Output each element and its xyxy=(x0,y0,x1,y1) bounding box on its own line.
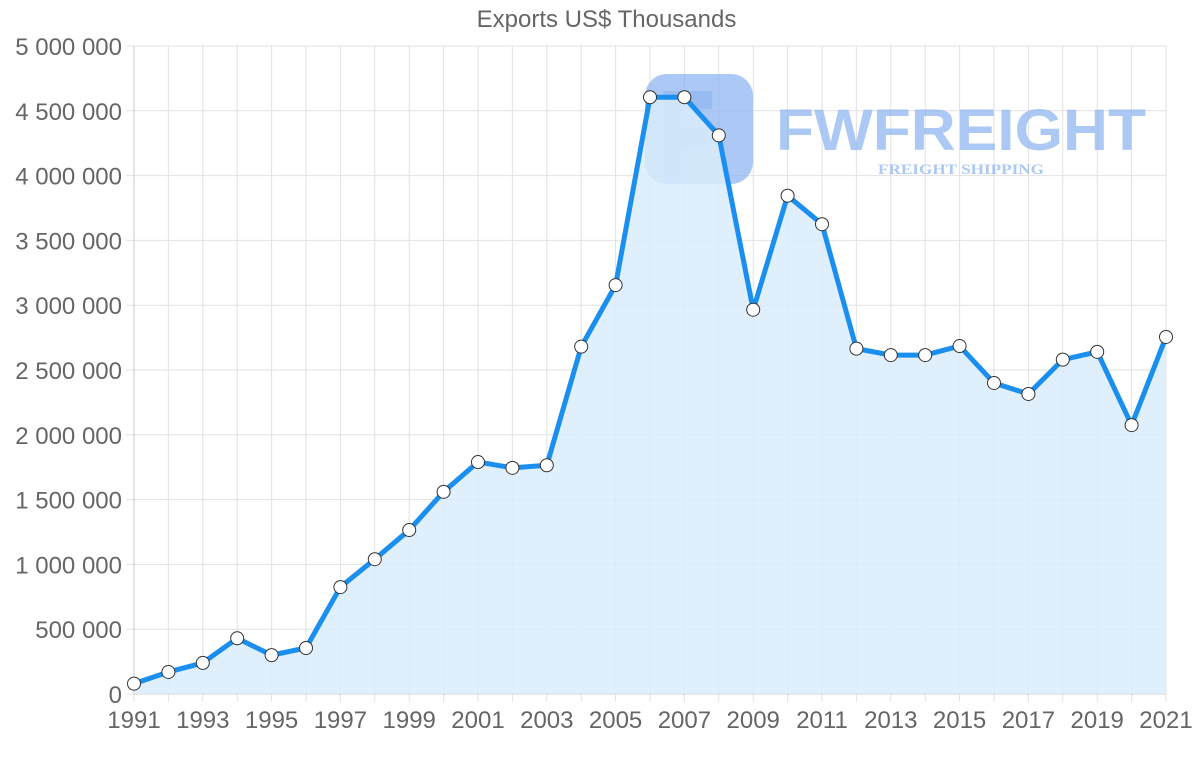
x-tick-label: 2001 xyxy=(451,707,504,734)
y-tick-label: 2 500 000 xyxy=(15,358,122,385)
y-tick-label: 1 500 000 xyxy=(15,488,122,515)
data-point[interactable] xyxy=(815,217,829,232)
x-tick-label: 2019 xyxy=(1071,707,1124,734)
watermark-tagline: FREIGHT SHIPPING xyxy=(878,162,1044,178)
y-tick-label: 500 000 xyxy=(35,617,122,644)
data-point[interactable] xyxy=(195,655,210,670)
y-tick-label: 4 000 000 xyxy=(15,164,122,191)
x-tick-label: 2013 xyxy=(864,707,917,734)
data-point[interactable] xyxy=(780,188,795,203)
data-point[interactable] xyxy=(333,580,348,595)
data-point[interactable] xyxy=(952,339,967,354)
data-point[interactable] xyxy=(677,90,692,105)
data-point[interactable] xyxy=(987,375,1001,390)
data-point[interactable] xyxy=(1021,386,1036,401)
data-points xyxy=(127,90,1173,691)
data-point[interactable] xyxy=(918,348,933,363)
data-point[interactable] xyxy=(402,523,417,538)
area-fill xyxy=(134,97,1166,694)
x-tick-label: 2011 xyxy=(796,707,848,734)
data-point[interactable] xyxy=(643,90,657,105)
y-tick-label: 5 000 000 xyxy=(15,34,122,61)
data-point[interactable] xyxy=(711,128,726,143)
x-tick-label: 1995 xyxy=(245,707,298,734)
x-tick-label: 1999 xyxy=(383,707,436,734)
y-tick-label: 3 000 000 xyxy=(15,293,122,320)
data-point[interactable] xyxy=(539,458,554,473)
x-tick-label: 1997 xyxy=(314,707,367,734)
y-tick-label: 0 xyxy=(109,682,122,709)
chart-title: Exports US$ Thousands xyxy=(476,6,737,33)
x-tick-label: 2007 xyxy=(658,707,711,734)
x-tick-label: 2017 xyxy=(1002,707,1055,734)
data-point[interactable] xyxy=(127,676,141,691)
x-tick-label: 2015 xyxy=(933,707,986,734)
data-point[interactable] xyxy=(299,640,313,655)
x-tick-label: 1993 xyxy=(176,707,229,734)
y-axis: 0 500 000 1 000 000 1 500 000 2 000 000 2 500… xyxy=(15,34,122,709)
y-tick-label: 1 000 000 xyxy=(15,552,122,579)
data-point[interactable] xyxy=(1090,344,1105,359)
data-point[interactable] xyxy=(574,339,589,354)
data-point[interactable] xyxy=(883,348,898,363)
x-axis: 1991 1993 1995 1997 1999 2001 2003 2005 2007 2009… xyxy=(107,707,1192,734)
data-point[interactable] xyxy=(1159,329,1173,344)
data-point[interactable] xyxy=(746,302,761,317)
data-point[interactable] xyxy=(1055,352,1070,367)
data-point[interactable] xyxy=(230,631,245,646)
watermark-brand: FWFREIGHT xyxy=(776,98,1146,163)
y-tick-label: 4 500 000 xyxy=(15,99,122,126)
data-point[interactable] xyxy=(849,341,864,356)
data-point[interactable] xyxy=(264,648,279,663)
y-tick-label: 2 000 000 xyxy=(15,423,122,450)
data-point[interactable] xyxy=(367,552,382,567)
x-tick-label: 2003 xyxy=(520,707,573,734)
data-point[interactable] xyxy=(505,460,520,475)
y-tick-label: 3 500 000 xyxy=(15,228,122,255)
x-tick-label: 1991 xyxy=(107,707,160,734)
x-tick-label: 2009 xyxy=(727,707,780,734)
data-point[interactable] xyxy=(608,278,623,293)
data-point[interactable] xyxy=(471,455,485,470)
x-tick-label: 2021 xyxy=(1139,707,1192,734)
x-tick-label: 2005 xyxy=(589,707,642,734)
data-point[interactable] xyxy=(1124,418,1139,433)
data-point[interactable] xyxy=(436,484,451,499)
data-point[interactable] xyxy=(161,664,176,679)
